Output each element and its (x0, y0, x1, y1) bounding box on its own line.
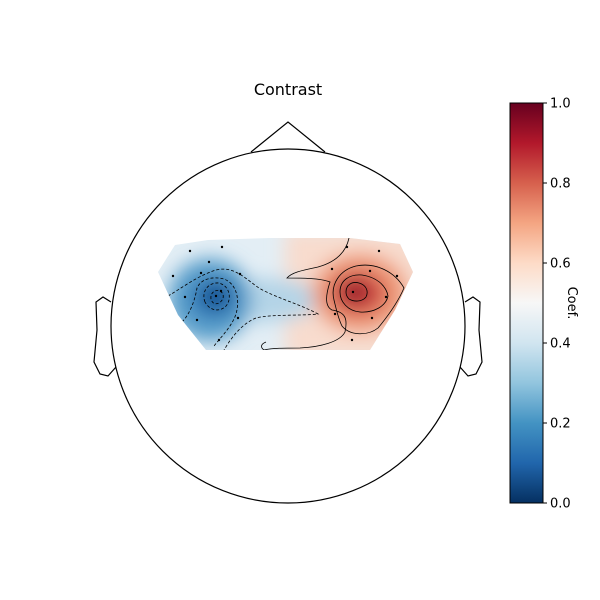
contour-lines (167, 238, 405, 350)
sensor-marker (330, 267, 334, 271)
sensor-marker (238, 272, 242, 276)
left-ear-outline (93, 296, 117, 377)
colorbar-ticks: 0.0 0.2 0.4 0.6 0.8 1.0 (543, 97, 571, 512)
colorbar-tick-label: 0.8 (550, 177, 571, 192)
sensor-marker (351, 290, 355, 294)
sensor-marker (214, 294, 218, 298)
sensor-marker (183, 295, 187, 299)
sensor-marker (236, 316, 240, 320)
sensor-marker (377, 249, 381, 253)
colorbar-tick-label: 0.4 (550, 337, 571, 352)
sensor-marker (171, 274, 175, 278)
right-ear-outline (459, 296, 483, 377)
sensor-marker (188, 249, 192, 253)
sensor-marker (333, 312, 337, 316)
sensor-marker (384, 295, 388, 299)
sensor-marker (207, 260, 211, 264)
contour-line (181, 277, 239, 347)
colorbar-tick-label: 1.0 (550, 97, 571, 112)
sensor-marker (350, 338, 354, 342)
colorbar-gradient (509, 102, 544, 504)
head-circle (110, 148, 466, 504)
colorbar-label: Coef. (564, 287, 579, 320)
sensor-marker (217, 338, 221, 342)
chart-title: Contrast (254, 80, 322, 99)
sensor-marker (345, 245, 349, 249)
red-blob-core (342, 281, 368, 303)
contour-line (339, 274, 389, 313)
contour-line (261, 238, 350, 350)
sensor-marker (370, 316, 374, 320)
sensor-marker (195, 318, 199, 322)
sensor-marker (220, 245, 224, 249)
contour-line (167, 268, 320, 350)
contour-line (345, 282, 368, 302)
nose-outline (250, 121, 326, 153)
colorbar-tick-label: 0.2 (550, 417, 571, 432)
topomap-image (158, 238, 413, 350)
sensor-marker (199, 271, 203, 275)
contour-line (210, 290, 224, 305)
colorbar-tick-label: 0.6 (550, 257, 571, 272)
sensor-markers (171, 245, 399, 342)
head-outline (93, 121, 483, 504)
sensor-marker (395, 274, 399, 278)
contour-line (332, 264, 405, 335)
colorbar-tick-label: 0.0 (550, 497, 571, 512)
sensor-marker (368, 269, 372, 273)
colorbar: 0.0 0.2 0.4 0.6 0.8 1.0 Coef. (509, 97, 579, 512)
sensor-marker (219, 289, 223, 293)
